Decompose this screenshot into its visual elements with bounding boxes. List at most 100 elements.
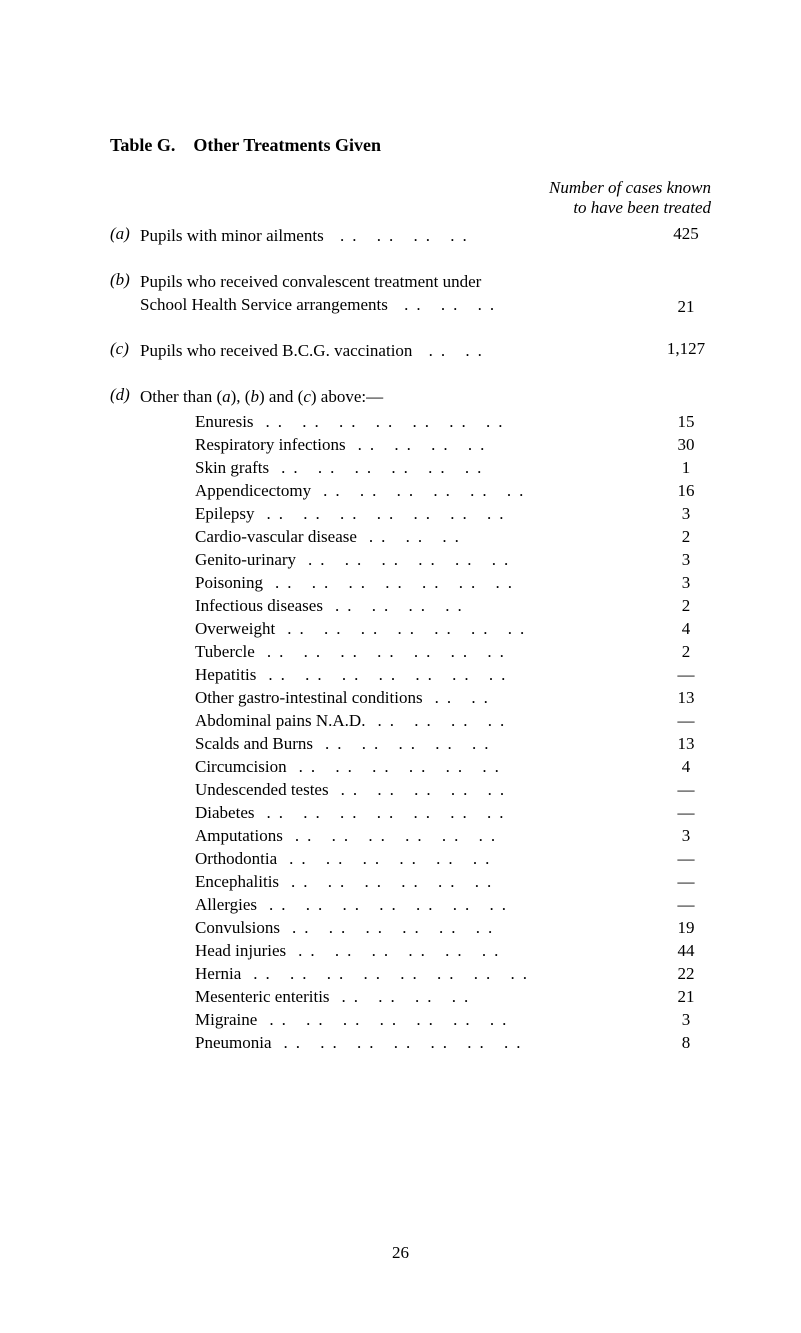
sub-item-row: Abdominal pains N.A.D... .. .. ..— [110, 711, 721, 731]
sub-item-value: 4 [661, 619, 721, 639]
sub-item-row: Other gastro-intestinal conditions.. ..1… [110, 688, 721, 708]
sub-item-row: Orthodontia.. .. .. .. .. ..— [110, 849, 721, 869]
section-b-marker: (b) [110, 270, 140, 290]
sub-item-row: Enuresis.. .. .. .. .. .. ..15 [110, 412, 721, 432]
sub-item-label: Cardio-vascular disease.. .. .. [195, 527, 661, 547]
sub-item-row: Tubercle.. .. .. .. .. .. ..2 [110, 642, 721, 662]
column-header-line2: to have been treated [573, 198, 711, 217]
sub-item-label: Allergies.. .. .. .. .. .. .. [195, 895, 661, 915]
sub-item-label: Hepatitis.. .. .. .. .. .. .. [195, 665, 661, 685]
sub-item-label: Scalds and Burns.. .. .. .. .. [195, 734, 661, 754]
sub-item-value: 21 [661, 987, 721, 1007]
sub-item-value: 13 [661, 688, 721, 708]
sub-item-row: Infectious diseases.. .. .. ..2 [110, 596, 721, 616]
page-number: 26 [0, 1243, 801, 1263]
section-c-value: 1,127 [661, 339, 721, 359]
sub-item-row: Hernia.. .. .. .. .. .. .. ..22 [110, 964, 721, 984]
sub-item-label: Convulsions.. .. .. .. .. .. [195, 918, 661, 938]
sub-item-row: Epilepsy.. .. .. .. .. .. ..3 [110, 504, 721, 524]
sub-item-label: Undescended testes.. .. .. .. .. [195, 780, 661, 800]
sub-item-value: 2 [661, 596, 721, 616]
sub-item-label: Mesenteric enteritis.. .. .. .. [195, 987, 661, 1007]
sub-item-value: 19 [661, 918, 721, 938]
sub-item-label: Overweight.. .. .. .. .. .. .. [195, 619, 661, 639]
sub-item-label: Hernia.. .. .. .. .. .. .. .. [195, 964, 661, 984]
sub-items-list: Enuresis.. .. .. .. .. .. ..15 Respirator… [110, 412, 721, 1053]
sub-item-row: Convulsions.. .. .. .. .. ..19 [110, 918, 721, 938]
sub-item-row: Diabetes.. .. .. .. .. .. ..— [110, 803, 721, 823]
sub-item-value: 30 [661, 435, 721, 455]
sub-item-value: 3 [661, 826, 721, 846]
sub-item-row: Hepatitis.. .. .. .. .. .. ..— [110, 665, 721, 685]
section-b-text: Pupils who received convalescent treatme… [140, 270, 661, 318]
sub-item-value: 2 [661, 527, 721, 547]
table-title-row: Table G. Other Treatments Given [110, 135, 721, 156]
section-a-marker: (a) [110, 224, 140, 244]
sub-item-label: Orthodontia.. .. .. .. .. .. [195, 849, 661, 869]
sub-item-value: — [661, 780, 721, 800]
sub-item-label: Poisoning.. .. .. .. .. .. .. [195, 573, 661, 593]
sub-item-row: Cardio-vascular disease.. .. ..2 [110, 527, 721, 547]
section-a-text: Pupils with minor ailments .. .. .. .. [140, 224, 661, 248]
sub-item-row: Scalds and Burns.. .. .. .. ..13 [110, 734, 721, 754]
sub-item-label: Encephalitis.. .. .. .. .. .. [195, 872, 661, 892]
sub-item-value: 13 [661, 734, 721, 754]
sub-item-value: 3 [661, 550, 721, 570]
sub-item-row: Amputations.. .. .. .. .. ..3 [110, 826, 721, 846]
sub-item-row: Appendicectomy.. .. .. .. .. ..16 [110, 481, 721, 501]
sub-item-row: Skin grafts.. .. .. .. .. ..1 [110, 458, 721, 478]
sub-item-row: Migraine.. .. .. .. .. .. ..3 [110, 1010, 721, 1030]
section-d-row: (d) Other than (a), (b) and (c) above:— [110, 385, 721, 409]
sub-item-value: — [661, 665, 721, 685]
sub-item-row: Undescended testes.. .. .. .. ..— [110, 780, 721, 800]
table-label: Table G. [110, 135, 175, 156]
section-d-text: Other than (a), (b) and (c) above:— [140, 385, 721, 409]
section-c-marker: (c) [110, 339, 140, 359]
section-b-value: 21 [661, 297, 721, 317]
table-title-text: Other Treatments Given [193, 135, 381, 156]
sub-item-value: 44 [661, 941, 721, 961]
sub-item-label: Epilepsy.. .. .. .. .. .. .. [195, 504, 661, 524]
sub-item-value: 16 [661, 481, 721, 501]
section-c-text: Pupils who received B.C.G. vaccination .… [140, 339, 661, 363]
sub-item-value: 4 [661, 757, 721, 777]
sub-item-label: Head injuries.. .. .. .. .. .. [195, 941, 661, 961]
sub-item-label: Amputations.. .. .. .. .. .. [195, 826, 661, 846]
sub-item-value: 1 [661, 458, 721, 478]
sub-item-value: — [661, 711, 721, 731]
sub-item-label: Circumcision.. .. .. .. .. .. [195, 757, 661, 777]
section-c-row: (c) Pupils who received B.C.G. vaccinati… [110, 339, 721, 363]
sub-item-row: Allergies.. .. .. .. .. .. ..— [110, 895, 721, 915]
sub-item-label: Pneumonia.. .. .. .. .. .. .. [195, 1033, 661, 1053]
sub-item-label: Appendicectomy.. .. .. .. .. .. [195, 481, 661, 501]
sub-item-value: 2 [661, 642, 721, 662]
sub-item-value: — [661, 872, 721, 892]
sub-item-value: 3 [661, 573, 721, 593]
sub-item-row: Genito-urinary.. .. .. .. .. ..3 [110, 550, 721, 570]
sub-item-row: Circumcision.. .. .. .. .. ..4 [110, 757, 721, 777]
section-b-row: (b) Pupils who received convalescent tre… [110, 270, 721, 318]
section-a-value: 425 [661, 224, 721, 244]
sub-item-row: Respiratory infections.. .. .. ..30 [110, 435, 721, 455]
sub-item-label: Abdominal pains N.A.D... .. .. .. [195, 711, 661, 731]
sub-item-label: Migraine.. .. .. .. .. .. .. [195, 1010, 661, 1030]
sub-item-label: Other gastro-intestinal conditions.. .. [195, 688, 661, 708]
sub-item-value: — [661, 849, 721, 869]
sub-item-value: 15 [661, 412, 721, 432]
sub-item-value: 22 [661, 964, 721, 984]
sub-item-value: — [661, 895, 721, 915]
column-header: Number of cases known to have been treat… [110, 178, 721, 219]
section-d-marker: (d) [110, 385, 140, 405]
sub-item-row: Head injuries.. .. .. .. .. ..44 [110, 941, 721, 961]
sub-item-label: Genito-urinary.. .. .. .. .. .. [195, 550, 661, 570]
sub-item-row: Overweight.. .. .. .. .. .. ..4 [110, 619, 721, 639]
sub-item-label: Diabetes.. .. .. .. .. .. .. [195, 803, 661, 823]
sub-item-value: 3 [661, 1010, 721, 1030]
sub-item-label: Skin grafts.. .. .. .. .. .. [195, 458, 661, 478]
sub-item-row: Pneumonia.. .. .. .. .. .. ..8 [110, 1033, 721, 1053]
sub-item-row: Encephalitis.. .. .. .. .. ..— [110, 872, 721, 892]
sub-item-value: — [661, 803, 721, 823]
sub-item-row: Mesenteric enteritis.. .. .. ..21 [110, 987, 721, 1007]
section-a-row: (a) Pupils with minor ailments .. .. .. … [110, 224, 721, 248]
sub-item-label: Respiratory infections.. .. .. .. [195, 435, 661, 455]
